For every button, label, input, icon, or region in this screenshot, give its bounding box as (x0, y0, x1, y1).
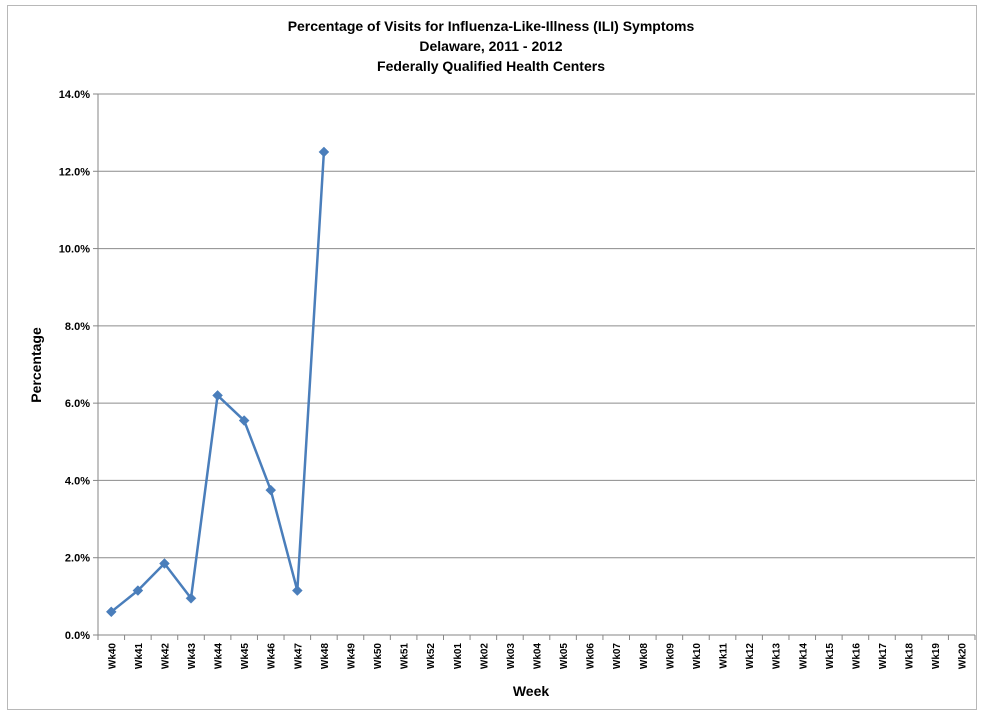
x-tick-label: Wk49 (346, 643, 357, 670)
data-point-marker (265, 484, 277, 496)
x-tick-label: Wk02 (479, 643, 490, 670)
data-point-marker (238, 415, 250, 426)
x-tick-label: Wk51 (400, 643, 411, 670)
x-tick-label: Wk43 (187, 643, 198, 670)
x-tick-label: Wk41 (134, 643, 145, 670)
x-tick-label: Wk20 (958, 643, 969, 670)
x-tick-label: Wk18 (905, 643, 916, 670)
x-tick-label: Wk47 (293, 643, 304, 670)
x-tick-label: Wk04 (533, 643, 544, 670)
data-point-marker (105, 606, 117, 618)
chart-title-line-1: Percentage of Visits for Influenza-Like-… (287, 18, 695, 34)
x-tick-label: Wk03 (506, 643, 517, 670)
x-tick-label: Wk06 (586, 643, 597, 670)
x-tick-label: Wk15 (825, 643, 836, 670)
x-tick-label: Wk19 (931, 643, 942, 670)
x-tick-label: Wk12 (745, 643, 756, 670)
data-point-marker (159, 558, 170, 569)
y-tick-label: 10.0% (59, 244, 90, 256)
x-tick-label: Wk40 (107, 643, 118, 670)
x-tick-label: Wk46 (267, 643, 278, 670)
x-tick-label: Wk11 (719, 643, 730, 669)
data-point-marker (318, 146, 330, 158)
data-point-marker (132, 585, 144, 596)
y-axis: 0.0% 2.0% 4.0% 6.0% 8.0% 10.0% 12.0% 14.0% (59, 89, 99, 642)
x-tick-label: Wk08 (639, 643, 650, 670)
x-tick-label: Wk42 (160, 643, 171, 670)
y-tick-label: 4.0% (65, 475, 90, 487)
x-axis-label: Week (513, 683, 550, 699)
gridlines (98, 93, 975, 636)
data-point-marker (185, 592, 197, 604)
x-tick-label: Wk10 (692, 643, 703, 670)
chart-title-line-3: Federally Qualified Health Centers (377, 58, 605, 74)
x-axis: Wk40 Wk41 Wk42 Wk43 Wk44 Wk45 Wk46 Wk47 Wk48 Wk49… (97, 635, 976, 670)
x-tick-label: Wk14 (798, 643, 809, 670)
data-point-marker (291, 585, 303, 596)
x-tick-label: Wk01 (453, 643, 464, 670)
x-tick-label: Wk16 (851, 643, 862, 670)
y-tick-label: 0.0% (65, 630, 90, 642)
x-tick-label: Wk07 (612, 643, 623, 670)
series-line (110, 151, 326, 613)
chart-frame (7, 5, 977, 710)
x-tick-label: Wk50 (373, 643, 384, 670)
x-tick-label: Wk05 (559, 643, 570, 670)
x-tick-label: Wk09 (665, 643, 676, 670)
y-tick-label: 8.0% (65, 321, 90, 333)
series-layer (105, 146, 330, 618)
data-point-marker (212, 390, 223, 401)
y-tick-label: 2.0% (65, 553, 90, 565)
y-tick-label: 6.0% (65, 398, 90, 410)
x-tick-label: Wk48 (320, 643, 331, 670)
x-tick-label: Wk17 (878, 643, 889, 670)
x-tick-label: Wk44 (214, 643, 225, 670)
y-tick-label: 14.0% (59, 89, 90, 101)
chart-title-line-2: Delaware, 2011 - 2012 (419, 38, 563, 54)
y-tick-label: 12.0% (59, 166, 90, 178)
x-tick-label: Wk52 (426, 643, 437, 670)
x-tick-label: Wk45 (240, 643, 251, 670)
x-tick-label: Wk13 (772, 643, 783, 670)
y-axis-label: Percentage (28, 327, 44, 403)
